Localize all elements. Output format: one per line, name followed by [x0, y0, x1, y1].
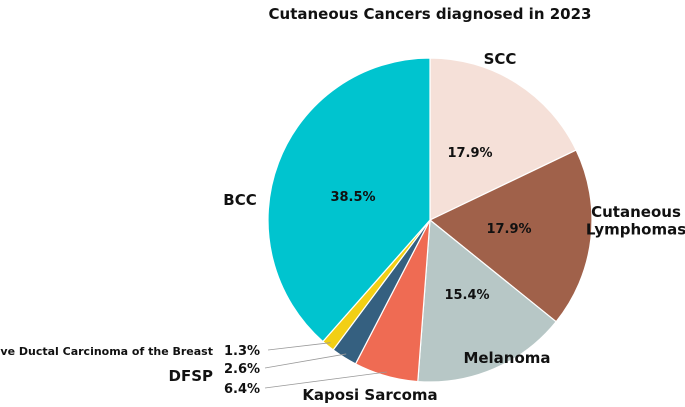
- leader-line: [264, 353, 347, 369]
- category-label: Kaposi Sarcoma: [302, 386, 437, 404]
- category-labels: SCC Cutaneous Lymphomas Melanoma Kaposi Sarc…: [0, 50, 685, 404]
- percent-labels: 17.9% 17.9% 15.4% 6.4% 2.6% 1.3% 38.5%: [224, 146, 532, 397]
- percent-label: 6.4%: [224, 382, 260, 397]
- percent-label: 17.9%: [486, 222, 531, 237]
- pie-slice-melanoma: [417, 218, 557, 383]
- percent-label: 15.4%: [444, 288, 489, 303]
- percent-label: 17.9%: [447, 146, 492, 161]
- pie-slices: [267, 57, 593, 383]
- category-label: SCC: [484, 50, 517, 68]
- pie-slice-cutaneous-lymphomas: [428, 149, 593, 323]
- category-label: BCC: [223, 191, 256, 209]
- percent-label: 2.6%: [224, 362, 260, 377]
- category-label: Invasive Ductal Carcinoma of the Breast: [0, 345, 213, 358]
- pie-slice-scc: [429, 57, 577, 221]
- category-label: Melanoma: [463, 349, 550, 367]
- leader-line: [264, 371, 387, 389]
- leader-line: [267, 342, 331, 351]
- percent-label: 38.5%: [330, 190, 375, 205]
- category-label: DFSP: [169, 367, 214, 385]
- leader-lines: [264, 342, 387, 389]
- chart-title: Cutaneous Cancers diagnosed in 2023: [269, 5, 592, 23]
- pie-slice-bcc: [267, 57, 431, 343]
- category-label: Cutaneous Lymphomas: [586, 203, 685, 238]
- percent-label: 1.3%: [224, 344, 260, 359]
